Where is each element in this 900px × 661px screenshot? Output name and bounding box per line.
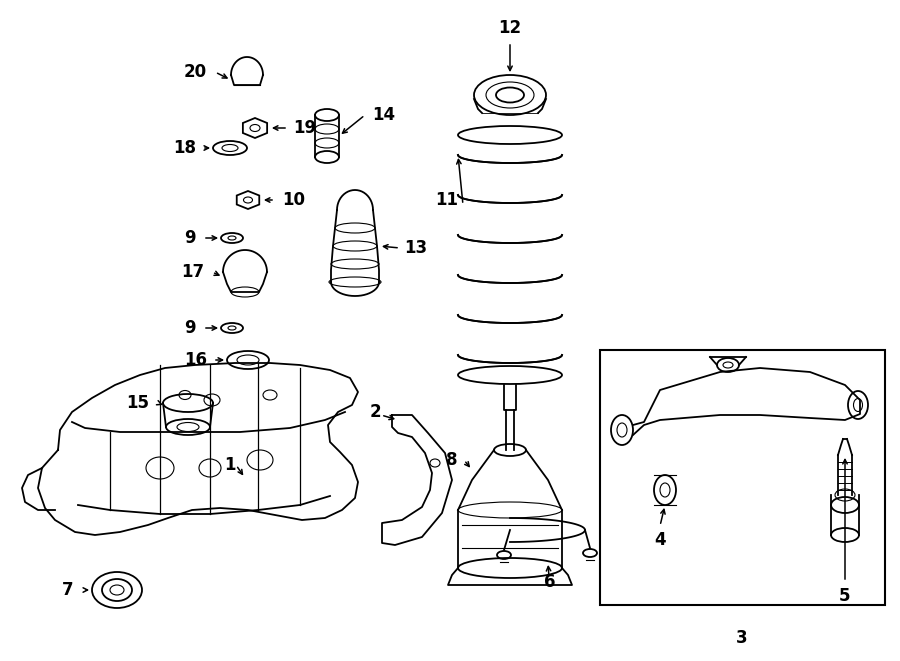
Text: 1: 1 [224, 456, 236, 474]
Text: 17: 17 [182, 263, 204, 281]
Text: 9: 9 [184, 229, 196, 247]
Text: 4: 4 [654, 531, 666, 549]
Text: 7: 7 [62, 581, 74, 599]
Text: 15: 15 [127, 394, 149, 412]
Text: 2: 2 [369, 403, 381, 421]
Bar [600, 350, 885, 605]
Text: 10: 10 [283, 191, 305, 209]
Text: 20: 20 [184, 63, 207, 81]
Text: 5: 5 [839, 587, 850, 605]
Text: 3: 3 [736, 629, 748, 647]
Text: 19: 19 [293, 119, 317, 137]
Text: 12: 12 [499, 19, 522, 37]
Text: 8: 8 [446, 451, 458, 469]
Text: 14: 14 [373, 106, 396, 124]
Text: 11: 11 [436, 191, 458, 209]
Text: 6: 6 [544, 573, 556, 591]
Text: 18: 18 [174, 139, 196, 157]
Text: 16: 16 [184, 351, 208, 369]
Text: 9: 9 [184, 319, 196, 337]
Text: 13: 13 [404, 239, 428, 257]
